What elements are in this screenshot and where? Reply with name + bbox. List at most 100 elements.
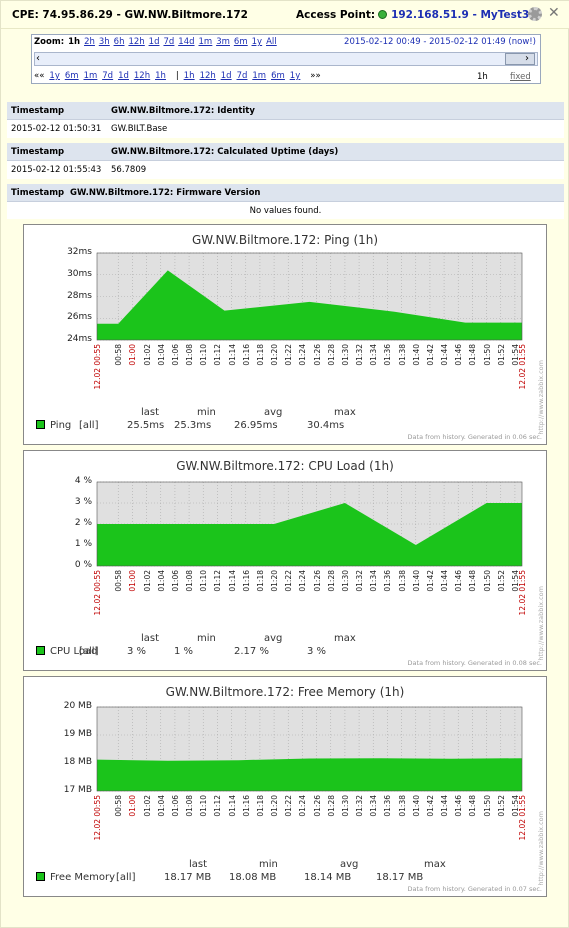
- gear-icon[interactable]: [528, 7, 542, 21]
- scrollbar-thumb[interactable]: [505, 53, 535, 65]
- x-tick-label: 01:34: [369, 795, 379, 817]
- y-tick-label: 28ms: [67, 290, 92, 301]
- plot-frame: [96, 252, 523, 341]
- legend-last: 18.17 MB: [164, 872, 212, 883]
- zoom-option-12h[interactable]: 12h: [128, 37, 145, 47]
- access-point-ip-link[interactable]: 192.168.51.9: [391, 9, 469, 21]
- zoom-option-active[interactable]: 1h: [68, 37, 81, 47]
- legend-row: Free Memory: [36, 872, 115, 883]
- zoom-option-1m[interactable]: 1m: [198, 37, 213, 47]
- x-tick-label: 01:40: [411, 570, 421, 592]
- zoom-option-3m[interactable]: 3m: [216, 37, 230, 47]
- series-area: [97, 270, 522, 340]
- x-tick-label: 01:16: [241, 570, 251, 592]
- legend-avg: 26.95ms: [234, 420, 278, 431]
- legend-row: Ping: [36, 420, 71, 431]
- zoom-option-6h[interactable]: 6h: [113, 37, 125, 47]
- legend-max: 3 %: [307, 646, 327, 657]
- forward-option-1m[interactable]: 1m: [252, 71, 267, 81]
- timestamp-header: Timestamp: [11, 188, 65, 198]
- zoom-row: Zoom: 1h 2h 3h 6h 12h 1d 7d 14d 1m 3m 6m 1y All: [34, 37, 285, 47]
- legend-max: 30.4ms: [307, 420, 345, 431]
- legend-max: 18.17 MB: [376, 872, 424, 883]
- access-point-name-link[interactable]: MyTest3: [480, 9, 530, 21]
- x-tick-label: 00:58: [114, 570, 124, 592]
- zoom-option-1y[interactable]: 1y: [251, 37, 263, 47]
- x-start-label: 12.02 00:55: [93, 344, 102, 390]
- legend-swatch: [36, 420, 45, 429]
- timestamp-header: Timestamp: [11, 147, 65, 157]
- y-tick-label: 30ms: [67, 268, 92, 279]
- y-tick-label: 1 %: [74, 539, 92, 549]
- forward-option-1h[interactable]: 1h: [183, 71, 195, 81]
- x-tick-label: 01:18: [255, 344, 265, 366]
- forward-option-1y[interactable]: 1y: [289, 71, 301, 81]
- back-arrows[interactable]: ««: [34, 71, 45, 81]
- graph-title: GW.NW.Biltmore.172: CPU Load (1h): [176, 459, 394, 473]
- x-tick-label: 00:58: [114, 795, 124, 817]
- forward-option-12h[interactable]: 12h: [199, 71, 216, 81]
- legend-stat-header: max: [334, 633, 356, 644]
- zoom-option-All[interactable]: All: [266, 37, 277, 47]
- back-option-7d[interactable]: 7d: [102, 71, 114, 81]
- chevron-left-icon[interactable]: ‹: [36, 53, 40, 64]
- plot-frame: [96, 706, 523, 792]
- y-tick-label: 26ms: [67, 312, 92, 323]
- timestamp-cell: 2015-02-12 01:55:43: [11, 165, 102, 175]
- generation-note: Data from history. Generated in 0.07 sec…: [407, 885, 542, 893]
- zoom-option-3h[interactable]: 3h: [98, 37, 110, 47]
- legend-func: [all]: [79, 646, 99, 657]
- y-tick-label: 19 MB: [63, 729, 92, 739]
- forward-option-7d[interactable]: 7d: [236, 71, 248, 81]
- item-header: GW.NW.Biltmore.172: Firmware Version: [70, 188, 261, 198]
- x-tick-label: 01:00: [128, 795, 138, 817]
- zoom-option-2h[interactable]: 2h: [84, 37, 95, 47]
- legend-stat-header: min: [197, 633, 216, 644]
- legend-name: CPU Load: [50, 646, 98, 657]
- back-option-1m[interactable]: 1m: [83, 71, 98, 81]
- back-option-6m[interactable]: 6m: [64, 71, 79, 81]
- table-header: Timestamp GW.NW.Biltmore.172: Calculated …: [7, 143, 564, 161]
- item-header: GW.NW.Biltmore.172: Identity: [111, 106, 255, 116]
- x-tick-label: 01:28: [326, 570, 336, 592]
- forward-option-6m[interactable]: 6m: [271, 71, 285, 81]
- zoom-option-1d[interactable]: 1d: [148, 37, 160, 47]
- x-tick-label: 01:18: [255, 795, 265, 817]
- x-tick-label: 01:50: [482, 570, 492, 592]
- close-icon[interactable]: ✕: [548, 5, 560, 21]
- x-tick-label: 01:30: [340, 795, 350, 817]
- forward-arrows[interactable]: »»: [310, 71, 321, 81]
- x-tick-label: 01:48: [468, 344, 478, 366]
- x-tick-label: 01:04: [156, 570, 166, 592]
- x-tick-label: 01:08: [185, 344, 195, 366]
- x-tick-label: 01:08: [185, 795, 195, 817]
- zoom-option-14d[interactable]: 14d: [178, 37, 195, 47]
- graph-canvas: [96, 252, 523, 341]
- x-tick-label: 01:08: [185, 570, 195, 592]
- zoom-option-7d[interactable]: 7d: [163, 37, 175, 47]
- x-tick-label: 01:24: [298, 570, 308, 592]
- time-navigator: Zoom: 1h 2h 3h 6h 12h 1d 7d 14d 1m 3m 6m 1y All 2015-…: [31, 34, 541, 84]
- generation-note: Data from history. Generated in 0.08 sec…: [407, 659, 542, 667]
- back-option-1h[interactable]: 1h: [155, 71, 166, 81]
- x-tick-label: 01:28: [326, 795, 336, 817]
- uptime-table: Timestamp GW.NW.Biltmore.172: Calculated …: [7, 143, 564, 179]
- legend-name: Free Memory: [50, 872, 116, 883]
- x-tick-label: 01:28: [326, 344, 336, 366]
- x-tick-label: 01:04: [156, 344, 166, 366]
- x-tick-label: 01:32: [355, 344, 365, 366]
- back-option-12h[interactable]: 12h: [133, 71, 151, 81]
- x-tick-label: 01:42: [425, 795, 435, 817]
- x-tick-label: 01:12: [213, 795, 223, 817]
- panel-header: CPE: 74.95.86.29 - GW.NW.Biltmore.172 Ac…: [1, 1, 569, 29]
- back-option-1y[interactable]: 1y: [49, 71, 60, 81]
- fixed-toggle[interactable]: fixed: [510, 72, 531, 82]
- time-scrollbar[interactable]: ‹ ›: [34, 52, 538, 66]
- chevron-right-icon[interactable]: ›: [525, 53, 529, 64]
- x-tick-label: 01:00: [128, 344, 138, 366]
- zoom-option-6m[interactable]: 6m: [233, 37, 248, 47]
- forward-option-1d[interactable]: 1d: [220, 71, 232, 81]
- back-option-1d[interactable]: 1d: [118, 71, 129, 81]
- graph-canvas: [96, 481, 523, 567]
